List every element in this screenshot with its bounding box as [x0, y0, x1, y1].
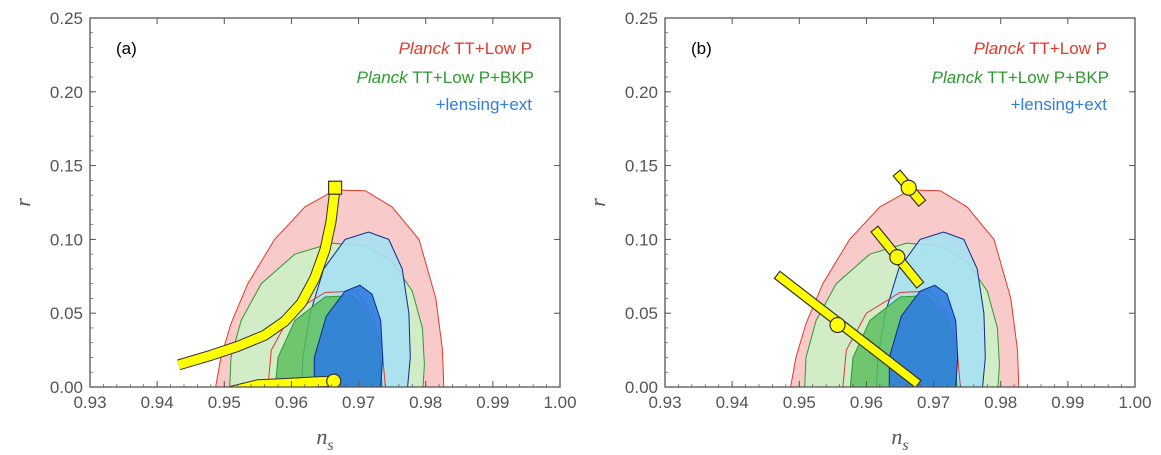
model-endpoint-square [327, 180, 343, 195]
model-curve-0 [177, 187, 340, 370]
blue-inner-contour [888, 284, 959, 387]
x-axis-label-main: n [316, 424, 327, 449]
panel-a: 0.93 0.94 0.95 0.96 0.97 0.98 0.99 1.00 0.00 0.05… [10, 9, 577, 454]
plot-area [773, 169, 1020, 387]
legend-green-italic: Planck [932, 68, 985, 87]
x-tick-label: 0.94 [141, 393, 174, 412]
y-axis-label: r [10, 198, 35, 207]
x-axis-label-main: n [891, 424, 902, 449]
model-bar-2 [773, 270, 922, 387]
legend-red-italic: Planck [974, 39, 1027, 58]
y-tick-label: 0.15 [50, 157, 83, 176]
x-tick-label: 0.96 [850, 393, 883, 412]
y-tick-label: 0.20 [50, 83, 83, 102]
y-tick-label: 0.05 [625, 304, 658, 323]
x-tick-label: 1.00 [543, 393, 576, 412]
x-tick-label: 0.96 [275, 393, 308, 412]
x-tick-label: 0.98 [409, 393, 442, 412]
x-tick-label: 0.99 [1051, 393, 1084, 412]
legend-red-rest: TT+Low P [450, 39, 532, 58]
y-tick-label: 0.15 [625, 157, 658, 176]
legend-green: Planck TT+Low P+BKP [932, 68, 1109, 87]
x-tick-label: 0.95 [208, 393, 241, 412]
model-point-2 [829, 316, 846, 334]
x-tick-label: 0.97 [342, 393, 375, 412]
legend-green: Planck TT+Low P+BKP [357, 68, 534, 87]
x-tick-label: 0.99 [476, 393, 509, 412]
legend-red: Planck TT+Low P [399, 39, 532, 58]
x-tick-label: 0.94 [716, 393, 749, 412]
y-tick-label: 0.00 [50, 378, 83, 397]
x-tick-label: 0.93 [648, 393, 681, 412]
y-tick-label: 0.05 [50, 304, 83, 323]
x-axis-label-subscript: s [902, 437, 908, 454]
panel-b: 0.93 0.94 0.95 0.96 0.97 0.98 0.99 1.00 0.00 0.05… [585, 9, 1152, 454]
legend-blue: +lensing+ext [1011, 95, 1108, 114]
y-tick-label: 0.00 [625, 378, 658, 397]
plot-frame [89, 17, 561, 388]
legend-red-rest: TT+Low P [1025, 39, 1107, 58]
y-axis-label: r [585, 198, 610, 207]
x-axis-label: ns [891, 424, 908, 454]
legend-green-italic: Planck [357, 68, 410, 87]
y-tick-label: 0.10 [50, 230, 83, 249]
x-axis-label: ns [316, 424, 333, 454]
x-tick-label: 0.95 [783, 393, 816, 412]
x-tick-label: 0.93 [73, 393, 106, 412]
model-point-1 [889, 249, 906, 266]
y-tick-label: 0.25 [625, 9, 658, 28]
legend-green-rest: TT+Low P+BKP [408, 68, 534, 87]
y-tick-label: 0.25 [50, 9, 83, 28]
model-endpoint-circle [326, 373, 342, 387]
plot-frame [664, 17, 1136, 388]
plot-area [177, 180, 445, 387]
panel-label: (a) [116, 39, 137, 58]
blue-inner-contour [313, 284, 384, 387]
model-point-0 [900, 179, 917, 196]
x-tick-label: 0.97 [917, 393, 950, 412]
legend-green-rest: TT+Low P+BKP [983, 68, 1109, 87]
legend-blue: +lensing+ext [436, 95, 533, 114]
legend-red-italic: Planck [399, 39, 452, 58]
x-axis-label-subscript: s [327, 437, 333, 454]
y-tick-label: 0.20 [625, 83, 658, 102]
x-tick-label: 0.98 [984, 393, 1017, 412]
x-tick-label: 1.00 [1118, 393, 1151, 412]
y-tick-label: 0.10 [625, 230, 658, 249]
panel-label: (b) [691, 39, 712, 58]
legend-red: Planck TT+Low P [974, 39, 1107, 58]
